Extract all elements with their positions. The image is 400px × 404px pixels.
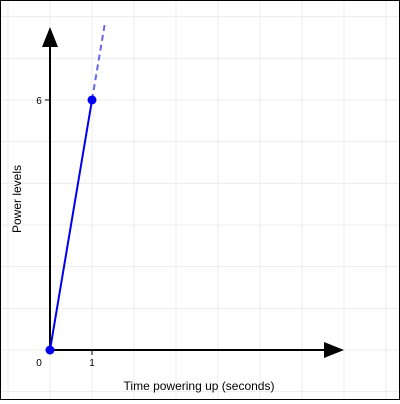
x-tick-label: 1 [89, 358, 95, 369]
series-line [49, 99, 93, 351]
x-axis-arrowhead [324, 342, 344, 358]
tick-labels: 0 1 6 [36, 96, 95, 369]
axes [42, 27, 344, 358]
data-point [45, 345, 55, 355]
series-extension-dashed [91, 24, 106, 101]
data-point [87, 95, 97, 105]
y-tick-label: 6 [36, 96, 42, 107]
series [45, 24, 106, 355]
origin-tick-label: 0 [36, 358, 42, 369]
x-axis-title: Time powering up (seconds) [124, 379, 275, 393]
y-axis-title: Power levels [10, 165, 24, 233]
y-axis-arrowhead [42, 27, 58, 48]
